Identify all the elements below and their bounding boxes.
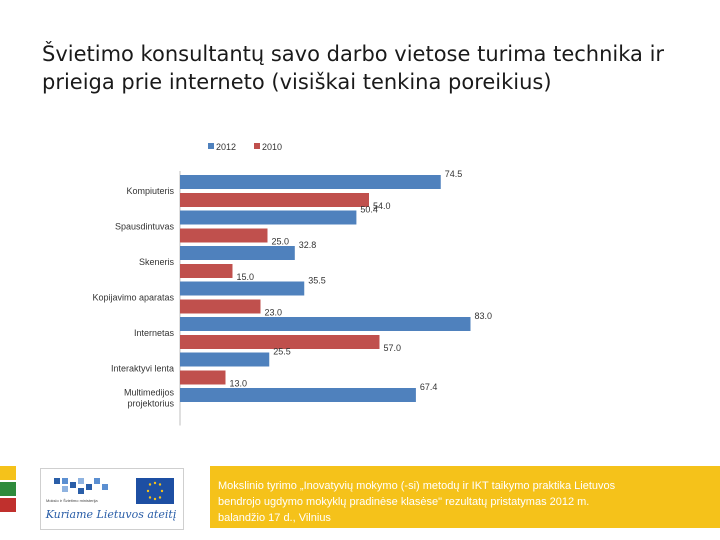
category-label: Spausdintuvas — [115, 222, 175, 232]
data-label-2012: 25.5 — [273, 347, 291, 357]
flag-strip-yellow — [0, 466, 16, 480]
footer-banner — [210, 466, 720, 528]
bar-2012 — [180, 281, 305, 296]
data-label-2012: 67.4 — [420, 382, 438, 392]
bar-2010 — [180, 335, 380, 349]
category-label: Interaktyvi lenta — [111, 364, 174, 374]
bar-2012 — [180, 317, 471, 331]
banner-line-3: balandžio 17 d., Vilnius — [218, 512, 331, 524]
legend-swatch-2012 — [208, 143, 214, 149]
bar-2012 — [180, 210, 357, 225]
logo-ministry-text: Mokslo ir Švietimo ministerija — [46, 498, 98, 503]
data-label-2012: 32.8 — [299, 240, 317, 250]
footer-banner-text: Mokslinio tyrimo „Inovatyvių mokymo (-si… — [218, 478, 708, 526]
category-label: Kopijavimo aparatas — [92, 293, 174, 303]
data-label-2012: 50.4 — [360, 205, 378, 215]
data-label-2010: 23.0 — [265, 308, 283, 318]
bar-2012 — [180, 246, 295, 260]
category-label: projektorius — [127, 399, 174, 409]
banner-line-2: bendrojo ugdymo mokyklų pradinėse klasės… — [218, 496, 590, 508]
data-label-2012: 74.5 — [445, 169, 463, 179]
data-label-2010: 15.0 — [237, 272, 255, 282]
chart-legend: 2012 2010 — [208, 142, 282, 152]
bar-2010 — [180, 264, 233, 278]
data-label-2010: 13.0 — [230, 379, 248, 389]
bar-2012 — [180, 175, 441, 189]
eu-flag-icon — [136, 478, 174, 504]
data-label-2012: 83.0 — [475, 311, 493, 321]
logo-mosaic-icon — [54, 478, 108, 494]
chart-marks: Kompiuteris 74.5 54.0 Spausdintuvas 50.4 25.0… — [92, 169, 492, 409]
bar-2010 — [180, 228, 268, 243]
data-label-2012: 35.5 — [308, 276, 326, 286]
bar-2012 — [180, 388, 416, 402]
bar-2010 — [180, 193, 369, 207]
data-label-2010: 25.0 — [272, 237, 290, 247]
bar-2010 — [180, 370, 226, 385]
category-label: Internetas — [134, 328, 175, 338]
legend-label-2010: 2010 — [262, 142, 282, 152]
legend-label-2012: 2012 — [216, 142, 236, 152]
flag-strip-green — [0, 482, 16, 496]
data-label-2010: 57.0 — [384, 343, 402, 353]
data-label-2010: 54.0 — [373, 201, 391, 211]
page-title: Švietimo konsultantų savo darbo vietose … — [42, 42, 665, 94]
legend-swatch-2010 — [254, 143, 260, 149]
logo-caption: Kuriame Lietuvos ateitį — [45, 508, 177, 521]
category-label: Multimedijos — [124, 388, 175, 398]
bar-2012 — [180, 352, 270, 367]
flag-strip-red — [0, 498, 16, 512]
category-label: Skeneris — [139, 257, 175, 267]
bar-2010 — [180, 299, 261, 314]
bar-chart: 2012 2010 Kompiuteris 74.5 54.0 Spausdintuva… — [92, 142, 492, 426]
category-label: Kompiuteris — [126, 186, 174, 196]
banner-line-1: Mokslinio tyrimo „Inovatyvių mokymo (-si… — [218, 480, 616, 492]
